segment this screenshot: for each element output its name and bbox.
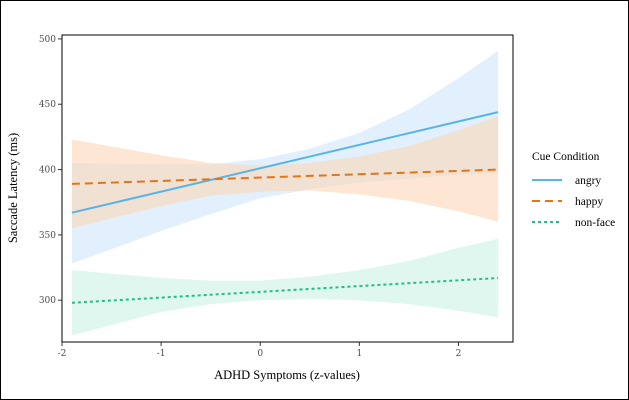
x-tick-label: -1 [157,349,166,359]
plot-panel [61,34,514,343]
y-tick-label: 400 [39,166,56,176]
series-lines [71,111,499,304]
series-line-happy [71,168,499,185]
x-tick-label: -2 [58,349,67,359]
y-tick-label: 300 [39,296,56,306]
y-tick-label: 350 [39,231,56,241]
y-tick-label: 450 [39,100,56,110]
confidence-band-non-face [71,238,499,336]
confidence-bands [71,50,499,336]
x-axis-ticks: -2 -1 0 1 2 [58,342,462,359]
series-line-angry [71,111,499,214]
legend-label-happy: happy [575,196,603,208]
x-tick-label: 1 [356,349,362,359]
legend-label-angry: angry [575,175,601,187]
y-axis-ticks: 300 350 400 450 500 [39,35,62,306]
x-tick-label: 2 [456,349,462,359]
x-tick-label: 0 [257,349,263,359]
y-tick-label: 500 [39,35,56,45]
series-line-non-face [71,277,499,304]
confidence-band-happy [71,116,499,229]
legend-title: Cue Condition [532,151,600,163]
y-axis-title: Saccade Latency (ms) [6,133,20,243]
legend-label-non-face: non-face [575,217,615,229]
x-axis-title: ADHD Symptoms (z-values) [214,368,360,382]
confidence-band-angry [71,50,499,264]
legend: Cue Condition angry happy non-face [532,151,615,229]
